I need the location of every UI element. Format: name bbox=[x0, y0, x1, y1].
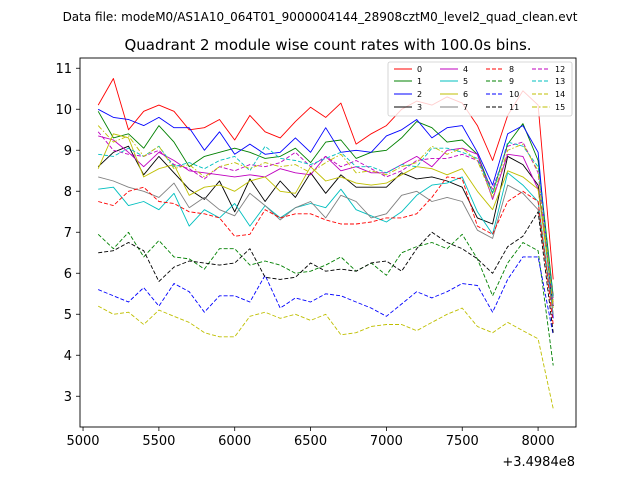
legend-label-5: 5 bbox=[463, 77, 468, 86]
series-line-13 bbox=[98, 141, 554, 300]
y-tick-label: 5 bbox=[64, 308, 72, 323]
y-tick-label: 3 bbox=[64, 390, 72, 405]
y-tick-label: 7 bbox=[64, 226, 72, 241]
legend-label-13: 13 bbox=[555, 77, 565, 86]
legend-label-4: 4 bbox=[463, 65, 468, 74]
series-line-5 bbox=[98, 172, 554, 315]
series-line-10 bbox=[98, 256, 554, 335]
legend-label-12: 12 bbox=[555, 65, 565, 74]
x-tick-label: 7500 bbox=[446, 434, 479, 449]
legend-label-10: 10 bbox=[509, 90, 519, 99]
series-line-2 bbox=[97, 108, 554, 319]
legend-label-8: 8 bbox=[509, 65, 514, 74]
x-tick-label: 5000 bbox=[66, 434, 99, 449]
legend-label-14: 14 bbox=[555, 90, 565, 99]
legend-label-9: 9 bbox=[509, 77, 514, 86]
y-tick-label: 11 bbox=[55, 62, 72, 77]
legend-label-0: 0 bbox=[417, 65, 422, 74]
series-layer bbox=[97, 78, 554, 409]
x-tick-label: 5500 bbox=[142, 434, 175, 449]
series-line-11 bbox=[98, 211, 554, 333]
series-line-8 bbox=[98, 176, 554, 325]
legend-label-15: 15 bbox=[555, 103, 565, 112]
x-tick-label: 7000 bbox=[370, 434, 403, 449]
series-line-7 bbox=[98, 176, 554, 315]
plot-frame bbox=[79, 57, 577, 428]
chart-title: Quadrant 2 module wise count rates with … bbox=[124, 36, 531, 54]
legend-label-3: 3 bbox=[417, 103, 422, 112]
x-tick-label: 6500 bbox=[294, 434, 327, 449]
y-tick-label: 10 bbox=[55, 103, 72, 118]
y-axis: 3 4 5 6 7 8 9 10 11 bbox=[55, 62, 80, 405]
x-axis: 5000 5500 6000 6500 7000 7500 8000 bbox=[66, 427, 555, 449]
legend-label-7: 7 bbox=[463, 103, 468, 112]
x-offset-label: +3.4984e8 bbox=[502, 455, 575, 470]
y-tick-label: 4 bbox=[64, 349, 72, 364]
file-caption: Data file: modeM0/AS1A10_064T01_90000041… bbox=[63, 10, 578, 24]
y-tick-label: 8 bbox=[64, 185, 72, 200]
x-tick-label: 6000 bbox=[218, 434, 251, 449]
legend-frame bbox=[387, 61, 573, 117]
legend-label-6: 6 bbox=[463, 90, 468, 99]
legend-label-2: 2 bbox=[417, 90, 422, 99]
series-line-9 bbox=[97, 231, 554, 366]
y-tick-label: 9 bbox=[64, 144, 72, 159]
series-line-3 bbox=[97, 145, 554, 307]
series-line-1 bbox=[97, 111, 554, 296]
y-tick-label: 6 bbox=[64, 267, 72, 282]
legend-label-1: 1 bbox=[417, 77, 422, 86]
x-tick-label: 8000 bbox=[522, 434, 555, 449]
series-line-15 bbox=[97, 125, 554, 309]
series-line-4 bbox=[98, 135, 554, 298]
series-line-14 bbox=[97, 305, 554, 409]
series-line-0 bbox=[97, 78, 554, 280]
legend-label-11: 11 bbox=[509, 103, 519, 112]
